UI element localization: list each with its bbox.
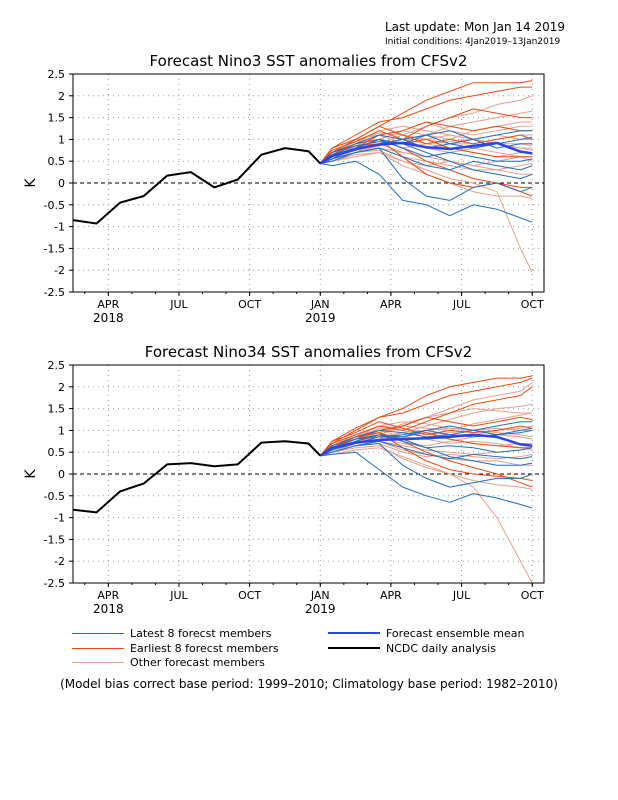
legend-swatch-mean [328,632,380,634]
ensemble-mean-line [319,141,533,165]
legend-item-mean: Forecast ensemble mean [328,627,588,641]
x-tick-label: APR [97,589,119,602]
x-year-label: 2019 [305,602,336,616]
legend-item-earliest: Earliest 8 forecst members [72,642,322,656]
y-axis-label: K [23,469,39,479]
y-tick-label: 1.5 [48,403,66,416]
chart-title: Forecast Nino34 SST anomalies from CFSv2 [145,343,472,361]
x-tick-label: JUL [452,298,471,311]
latest-member-line [320,147,533,201]
x-tick-label: OCT [238,298,261,311]
legend-label-mean: Forecast ensemble mean [386,627,525,640]
earliest-member-line [319,375,533,457]
x-tick-label: APR [97,298,119,311]
legend-swatch-earliest [72,648,124,649]
x-year-label: 2018 [93,602,124,616]
y-tick-label: -1 [54,221,65,234]
legend-swatch-analysis [328,647,380,649]
x-year-label: 2019 [305,311,336,325]
legend-label-earliest: Earliest 8 forecst members [130,642,279,655]
y-tick-label: 1.5 [48,112,66,125]
earliest-member-line [319,432,533,457]
legend-label-analysis: NCDC daily analysis [386,642,496,655]
x-tick-label: JAN [310,589,330,602]
x-tick-label: JUL [452,589,471,602]
earliest-member-line [319,386,533,457]
chart-panel-1: Forecast Nino3 SST anomalies from CFSv2 2… [23,52,545,325]
earliest-member-line [320,432,533,488]
plot-area [73,80,533,273]
legend-label-other: Other forecast members [130,656,265,669]
y-tick-label: -1 [54,512,65,525]
last-update-label: Last update: Mon Jan 14 2019 [385,20,565,34]
y-tick-label: 2.5 [48,359,66,372]
y-tick-label: 2 [58,90,65,103]
legend-item-latest: Latest 8 forecst members [72,627,322,641]
initial-conditions-label: Initial conditions: 4Jan2019–13Jan2019 [385,37,561,47]
legend-item-analysis: NCDC daily analysis [328,642,588,656]
y-tick-label: -2 [54,264,65,277]
x-tick-label: JUL [169,298,188,311]
other-member-line [320,445,533,490]
latest-member-line [320,147,533,171]
y-tick-label: -0.5 [44,199,65,212]
x-year-label: 2018 [93,311,124,325]
x-tick-label: JAN [310,298,330,311]
earliest-member-line [319,125,533,164]
earliest-member-line [319,377,533,457]
y-tick-label: 0 [58,177,65,190]
x-tick-label: APR [380,589,402,602]
plot-frame [72,73,545,293]
earliest-member-line [319,108,533,164]
chart-panel-2: Forecast Nino34 SST anomalies from CFSv2… [23,343,545,616]
x-tick-label: OCT [521,298,544,311]
x-tick-label: APR [380,298,402,311]
analysis-line [73,440,322,514]
other-member-line [320,152,533,273]
y-tick-label: 0.5 [48,155,66,168]
plot-area [73,375,533,583]
y-tick-label: 1 [58,133,65,146]
latest-member-line [319,427,533,457]
footnote: (Model bias correct base period: 1999–20… [60,677,558,691]
y-axis-label: K [23,178,39,188]
y-tick-label: -1.5 [44,242,65,255]
ensemble-mean-line [319,433,533,457]
earliest-member-line [319,86,533,164]
y-tick-label: 2 [58,381,65,394]
latest-member-line [320,429,533,457]
latest-member-line [320,440,533,460]
earliest-member-line [319,421,533,457]
plot-frame [72,364,545,584]
other-member-line [320,447,533,583]
earliest-member-line [319,138,533,164]
legend-swatch-latest [72,633,124,634]
x-tick-label: OCT [238,589,261,602]
y-tick-label: 2.5 [48,68,66,81]
legend-item-other: Other forecast members [72,656,322,670]
latest-member-line [320,160,533,223]
y-tick-label: -2 [54,555,65,568]
chart-title: Forecast Nino3 SST anomalies from CFSv2 [150,52,468,70]
y-tick-label: -1.5 [44,533,65,546]
latest-member-line [320,451,533,509]
y-tick-label: 1 [58,424,65,437]
x-tick-label: OCT [521,589,544,602]
earliest-member-line [319,80,533,164]
y-tick-label: -2.5 [44,286,65,299]
analysis-line [73,147,322,225]
y-tick-label: 0.5 [48,446,66,459]
y-tick-label: -0.5 [44,490,65,503]
y-tick-label: 0 [58,468,65,481]
y-tick-label: -2.5 [44,577,65,590]
legend-swatch-other [72,662,124,663]
legend-label-latest: Latest 8 forecst members [130,627,272,640]
x-tick-label: JUL [169,589,188,602]
